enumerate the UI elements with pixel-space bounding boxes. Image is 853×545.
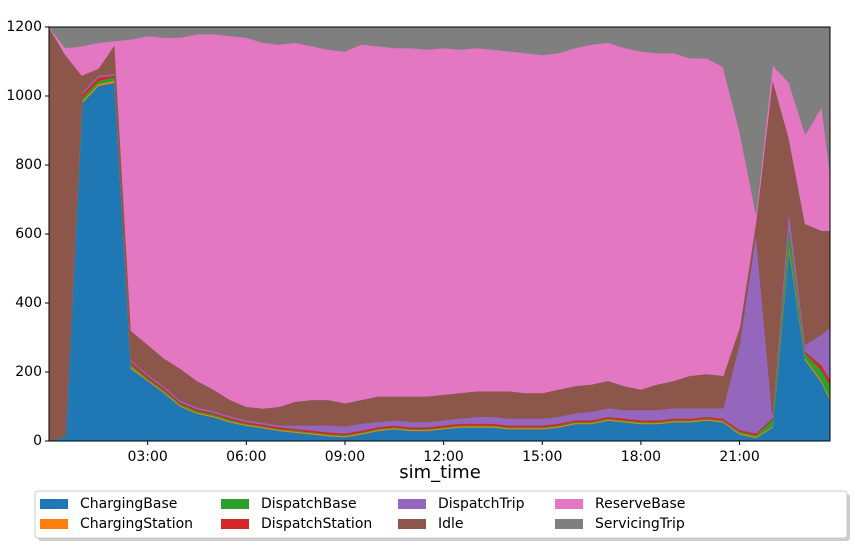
x-tick-label: 18:00 bbox=[621, 449, 661, 465]
legend-swatch bbox=[40, 519, 68, 529]
x-tick-label: 15:00 bbox=[522, 449, 562, 465]
x-tick-label: 21:00 bbox=[719, 449, 759, 465]
legend-swatch bbox=[398, 499, 426, 509]
x-tick-label: 09:00 bbox=[325, 449, 365, 465]
legend-label: ChargingBase bbox=[80, 496, 177, 512]
legend-label: ReserveBase bbox=[595, 496, 685, 512]
legend-swatch bbox=[221, 499, 249, 509]
legend-label: DispatchBase bbox=[261, 496, 357, 512]
legend-swatch bbox=[555, 499, 583, 509]
legend-swatch bbox=[555, 519, 583, 529]
legend-swatch bbox=[40, 499, 68, 509]
legend-swatch bbox=[398, 519, 426, 529]
y-tick-label: 600 bbox=[15, 226, 42, 242]
legend-swatch bbox=[221, 519, 249, 529]
y-tick-label: 1000 bbox=[6, 88, 42, 104]
y-tick-label: 0 bbox=[33, 433, 42, 449]
legend-label: ChargingStation bbox=[80, 516, 193, 532]
legend: ChargingBase ChargingStation DispatchBase D… bbox=[34, 490, 850, 541]
x-tick-label: 06:00 bbox=[226, 449, 266, 465]
y-tick-label: 400 bbox=[15, 295, 42, 311]
legend-label: DispatchStation bbox=[261, 516, 372, 532]
area bbox=[48, 26, 831, 409]
y-tick-label: 200 bbox=[15, 364, 42, 380]
y-tick-label: 1200 bbox=[6, 19, 42, 35]
legend-label: Idle bbox=[438, 516, 464, 532]
x-axis-label: sim_time bbox=[399, 462, 481, 483]
y-tick-label: 800 bbox=[15, 157, 42, 173]
legend-label: ServicingTrip bbox=[595, 516, 685, 532]
x-tick-label: 03:00 bbox=[127, 449, 167, 465]
x-tick-label: 12:00 bbox=[423, 449, 463, 465]
legend-label: DispatchTrip bbox=[438, 496, 525, 512]
